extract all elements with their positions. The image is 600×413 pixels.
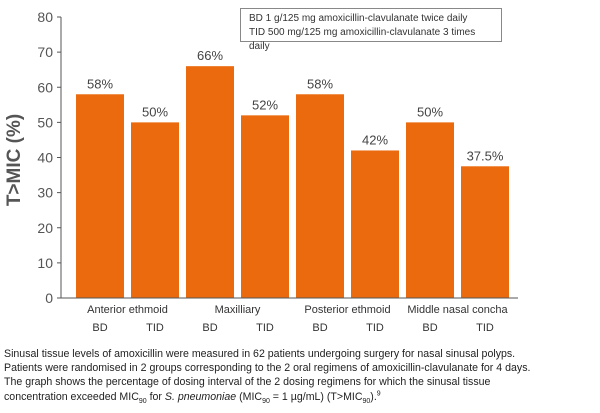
legend-entry-tid: TID 500 mg/125 mg amoxicillin-clavulanat… [249, 27, 476, 52]
bar [406, 122, 454, 298]
x-regimen-label: BD [202, 322, 217, 334]
x-group-label: Middle nasal concha [407, 304, 508, 316]
y-tick-label: 10 [37, 255, 53, 271]
y-tick-label: 20 [37, 220, 53, 236]
y-tick-label: 30 [37, 185, 53, 201]
bar-value-label: 58% [307, 76, 333, 91]
y-tick-label: 40 [37, 150, 53, 166]
bar-value-label: 66% [197, 48, 223, 63]
x-regimen-label: BD [92, 322, 107, 334]
x-group-label: Anterior ethmoid [87, 304, 168, 316]
x-regimen-label: TID [146, 322, 164, 334]
bars [76, 66, 509, 299]
x-regimen-label: TID [476, 322, 494, 334]
x-regimen-label: TID [366, 322, 384, 334]
bar-chart: 0 10 20 30 40 50 60 70 80 58% 50% 66% 52% 58% 42% 50% 3… [4, 9, 518, 334]
bar-value-label: 37.5% [467, 148, 504, 163]
bar [131, 122, 179, 298]
x-group-label: Maxilliary [215, 304, 261, 316]
bar-value-label: 52% [252, 97, 278, 112]
legend-entry-bd: BD 1 g/125 mg amoxicillin-clavulanate tw… [249, 13, 468, 24]
x-regimen-label: BD [422, 322, 437, 334]
y-tick-label: 0 [45, 290, 53, 306]
figure-caption: Sinusal tissue levels of amoxicillin wer… [4, 347, 596, 405]
caption-text: = 1 µg/mL) (T>MIC [269, 390, 363, 403]
y-tick-label: 50 [37, 114, 53, 130]
bar-labels: 58% 50% 66% 52% 58% 42% 50% 37.5% [87, 48, 504, 163]
x-regimen-label: BD [312, 322, 327, 334]
x-group-label: Posterior ethmoid [304, 304, 390, 316]
caption-line-4: concentration exceeded MIC90 for S. pneu… [4, 390, 596, 405]
x-axis: BD TID BD TID BD TID BD TID Anterior ethmoid Maxi… [61, 297, 518, 334]
caption-text: ). [370, 390, 377, 403]
bar-value-label: 50% [417, 104, 443, 119]
y-axis: 0 10 20 30 40 50 60 70 80 [37, 9, 62, 306]
caption-line-3: The graph shows the percentage of dosing… [4, 376, 491, 389]
bar [461, 166, 509, 298]
bar [351, 150, 399, 298]
caption-reference: 9 [376, 390, 381, 398]
bar-value-label: 42% [362, 132, 388, 147]
y-tick-label: 60 [37, 79, 53, 95]
caption-text: concentration exceeded MIC [4, 390, 139, 403]
bar-value-label: 50% [142, 104, 168, 119]
caption-line-1: Sinusal tissue levels of amoxicillin wer… [4, 348, 516, 360]
caption-subscript: 90 [362, 397, 371, 405]
bar [76, 94, 124, 299]
caption-line-2: Patients were randomised in 2 groups cor… [4, 362, 531, 375]
caption-text: (MIC [236, 390, 263, 403]
y-axis-title: T>MIC (%) [4, 114, 25, 206]
caption-subscript: 90 [138, 397, 147, 405]
bar [241, 115, 289, 298]
bar-value-label: 58% [87, 76, 113, 91]
y-tick-label: 70 [37, 44, 53, 60]
bar [296, 94, 344, 299]
legend: BD 1 g/125 mg amoxicillin-clavulanate tw… [240, 8, 502, 52]
bar [186, 66, 234, 298]
caption-subscript: 90 [262, 397, 270, 405]
caption-species: S. pneumoniae [164, 390, 237, 403]
x-regimen-label: TID [256, 322, 274, 334]
y-tick-label: 80 [37, 9, 53, 25]
caption-text: for [146, 390, 165, 403]
